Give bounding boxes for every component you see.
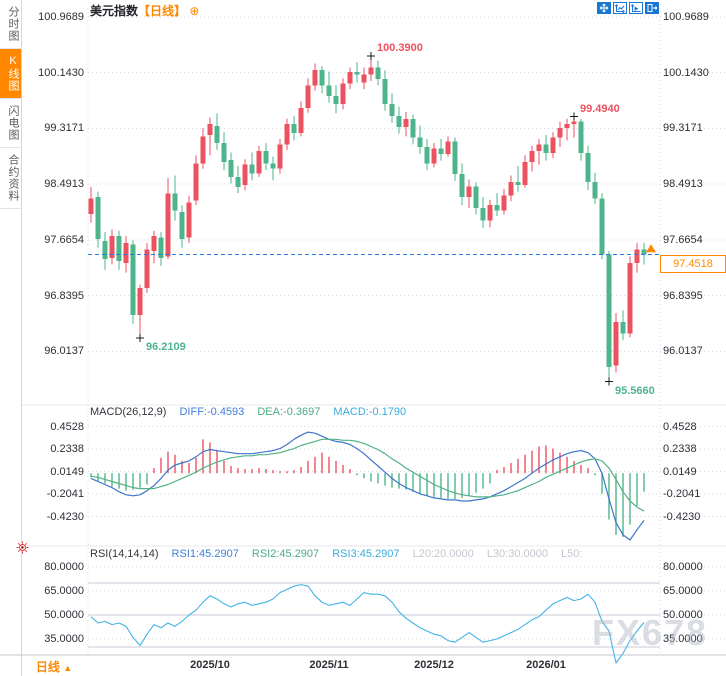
period-selector[interactable]: 日线 ▲ — [22, 658, 86, 675]
rsi-l20-label: L20:20.0000 — [412, 548, 474, 560]
rsi-l50-label: L50: — [561, 548, 583, 560]
axis-scale-icon[interactable] — [613, 2, 627, 14]
expand-icon[interactable]: ⊕ — [189, 4, 200, 18]
indicator-settings-icon[interactable] — [16, 541, 29, 559]
macd-dea-value: DEA:-0.3697 — [257, 406, 321, 418]
period-selector-label: 日线 — [35, 660, 60, 674]
macd-diff-value: DIFF:-0.4593 — [179, 406, 245, 418]
chart-title: 美元指数【日线】 ⊕ — [90, 2, 199, 19]
sidebar-item-lightning-chart[interactable]: 闪电图 — [0, 99, 21, 148]
macd-name: MACD(26,12,9) — [90, 406, 167, 418]
macd-macd-value: MACD:-0.1790 — [333, 406, 407, 418]
rsi-l30-label: L30:30.0000 — [486, 548, 548, 560]
current-price-tag: 97.4518 — [660, 255, 726, 273]
rsi3-value: RSI3:45.2907 — [332, 548, 400, 560]
symbol-name: 美元指数 — [90, 4, 139, 18]
sidebar-item-time-chart[interactable]: 分时图 — [0, 0, 21, 49]
sidebar-item-contract-info[interactable]: 合约资料 — [0, 148, 21, 209]
axis-playback-icon[interactable] — [629, 2, 643, 14]
chart-type-sidebar: 分时图 K线图 闪电图 合约资料 — [0, 0, 22, 676]
period-tag: 【日线】 — [138, 4, 187, 18]
rsi2-value: RSI2:45.2907 — [251, 548, 320, 560]
macd-header: MACD(26,12,9) DIFF:-0.4593 DEA:-0.3697 M… — [90, 406, 416, 418]
period-selector-arrow: ▲ — [63, 663, 73, 673]
pan-tool-icon[interactable] — [597, 2, 611, 14]
rsi-header: RSI(14,14,14) RSI1:45.2907 RSI2:45.2907 … — [90, 548, 592, 560]
watermark: FX678 — [592, 612, 709, 653]
rsi1-value: RSI1:45.2907 — [171, 548, 239, 560]
rsi-name: RSI(14,14,14) — [90, 548, 159, 560]
sidebar-item-candle-chart[interactable]: K线图 — [0, 49, 21, 99]
exit-chart-icon[interactable] — [645, 2, 659, 14]
